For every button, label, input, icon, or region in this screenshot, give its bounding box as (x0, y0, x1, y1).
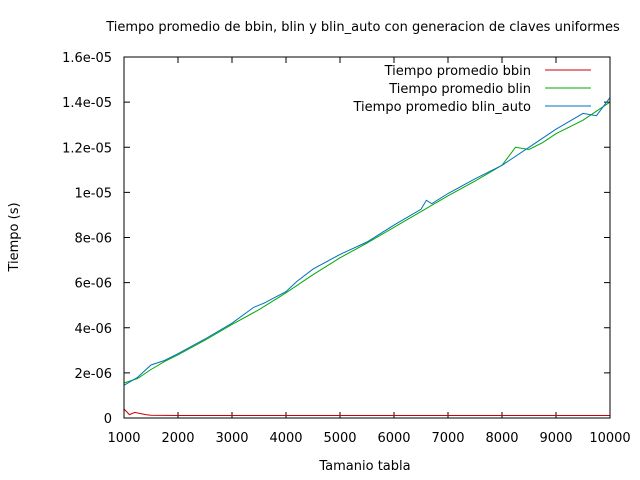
y-tick-label: 1.6e-05 (62, 51, 112, 66)
y-tick-label: 2e-06 (74, 367, 112, 382)
series-layer (123, 97, 611, 416)
y-tick-label: 1.4e-05 (62, 96, 112, 111)
x-tick-label: 6000 (377, 431, 410, 446)
legend-label: Tiempo promedio bbin (384, 64, 531, 79)
x-tick-label: 8000 (485, 431, 518, 446)
y-axis-label: Tiempo (s) (7, 202, 22, 272)
x-tick-label: 4000 (269, 431, 302, 446)
series-line-tiempo-promedio-bbin (123, 408, 610, 416)
legend-label: Tiempo promedio blin_auto (353, 100, 532, 115)
x-tick-label: 7000 (431, 431, 464, 446)
y-tick-label: 6e-06 (74, 277, 112, 292)
chart-title: Tiempo promedio de bbin, blin y blin_aut… (105, 20, 620, 35)
plot-frame (123, 56, 611, 419)
y-tick-label: 8e-06 (74, 232, 112, 247)
legend: Tiempo promedio bbin Tiempo promedio blin… (353, 64, 591, 115)
x-tick-label: 2000 (161, 431, 194, 446)
series-line-tiempo-promedio-blin (123, 101, 611, 384)
x-tick-label: 9000 (539, 431, 572, 446)
axis-ticks: 1000 2000 3000 4000 5000 6000 7000 8000 9000 1000… (62, 51, 631, 446)
y-tick-label: 1e-05 (74, 186, 112, 201)
x-tick-label: 10000 (589, 431, 630, 446)
legend-label: Tiempo promedio blin (388, 82, 531, 97)
y-tick-label: 1.2e-05 (62, 141, 112, 156)
x-axis-label: Tamanio tabla (318, 459, 410, 474)
x-tick-label: 3000 (215, 431, 248, 446)
y-tick-label: 4e-06 (74, 322, 112, 337)
series-line-tiempo-promedio-blin-auto (123, 97, 611, 386)
x-tick-label: 5000 (323, 431, 356, 446)
y-tick-label: 0 (104, 412, 112, 427)
x-tick-label: 1000 (107, 431, 140, 446)
